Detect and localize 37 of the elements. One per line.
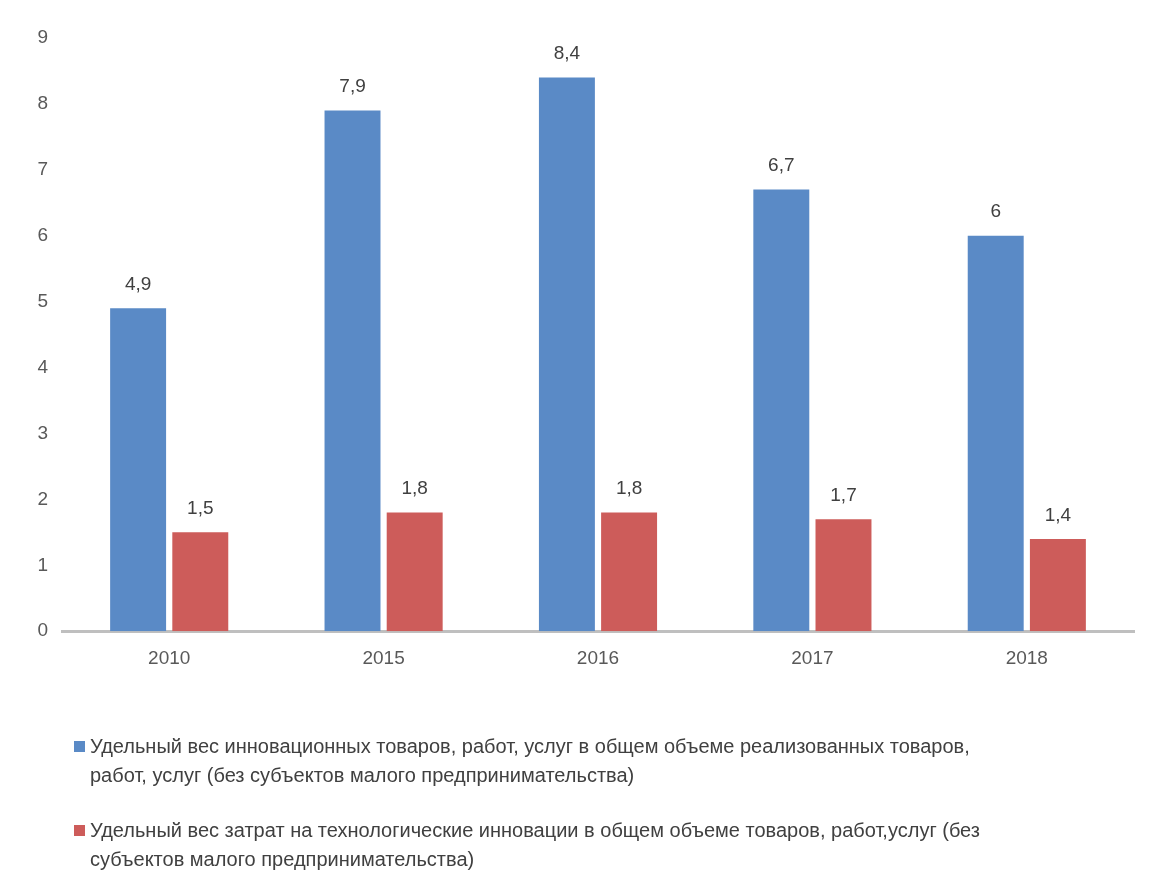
y-tick-label: 7 bbox=[37, 158, 48, 180]
y-tick-label: 2 bbox=[37, 487, 48, 509]
y-tick-label: 0 bbox=[37, 619, 48, 641]
bar bbox=[172, 532, 229, 632]
data-label: 6,7 bbox=[768, 154, 795, 176]
x-tick-label: 2017 bbox=[791, 646, 834, 668]
bar bbox=[538, 77, 595, 632]
data-label: 1,7 bbox=[830, 483, 857, 505]
legend-label: Удельный вес затрат на технологические инновации в общем объеме товаров, работ,услуг (без субъектов малого предпринимательства) bbox=[90, 818, 981, 872]
data-label: 8,4 bbox=[553, 42, 581, 64]
legend-label: Удельный вес инновационных товаров, работ, услуг в общем объеме реализованных товаров, работ, услуг (без субъектов малого предпринимательства) bbox=[90, 734, 971, 788]
x-tick-label: 2010 bbox=[148, 646, 191, 668]
bar bbox=[1029, 538, 1086, 632]
data-label: 1,4 bbox=[1044, 503, 1072, 525]
data-label: 6 bbox=[990, 200, 1001, 222]
data-label: 1,8 bbox=[401, 477, 428, 499]
y-tick-label: 9 bbox=[37, 26, 48, 48]
y-tick-label: 1 bbox=[37, 553, 48, 575]
bar bbox=[815, 519, 872, 632]
data-label: 1,8 bbox=[615, 477, 643, 499]
bar bbox=[967, 235, 1024, 632]
data-label: 1,5 bbox=[187, 497, 214, 519]
bar bbox=[753, 189, 810, 632]
bar bbox=[110, 308, 167, 632]
bar bbox=[386, 512, 443, 632]
y-tick-label: 8 bbox=[37, 92, 48, 114]
bar bbox=[601, 512, 658, 632]
y-tick-label: 6 bbox=[37, 223, 48, 245]
bar bbox=[324, 110, 381, 632]
x-tick-label: 2015 bbox=[362, 646, 405, 668]
x-tick-label: 2016 bbox=[576, 646, 620, 668]
data-label: 4,9 bbox=[124, 272, 152, 294]
data-label: 7,9 bbox=[339, 75, 366, 97]
y-tick-label: 3 bbox=[37, 421, 48, 443]
x-tick-label: 2018 bbox=[1005, 646, 1048, 668]
y-tick-label: 4 bbox=[37, 355, 49, 377]
y-tick-label: 5 bbox=[37, 289, 48, 311]
